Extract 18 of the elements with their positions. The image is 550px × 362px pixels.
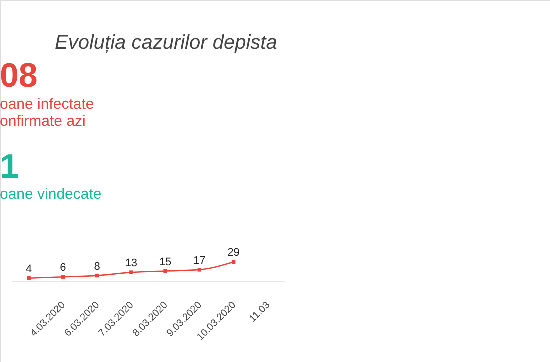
point (61, 275, 66, 279)
data-label: 4 (26, 263, 32, 276)
chart-title: Evoluția cazurilor depista (55, 32, 278, 54)
data-label: 6 (60, 262, 66, 274)
point (27, 276, 31, 280)
data-label: 29 (228, 247, 240, 260)
text: oane vindecate (0, 186, 102, 203)
point (164, 269, 168, 274)
point (130, 270, 134, 274)
data-label: 13 (125, 258, 138, 270)
text: 1 (0, 148, 19, 186)
data-label: 17 (194, 254, 206, 267)
point (198, 268, 202, 272)
text: onfirmate azi (0, 113, 86, 130)
data-label: 15 (159, 256, 172, 268)
data-label: 8 (94, 260, 100, 273)
text: oane infectate (0, 96, 94, 113)
text: 08 (0, 57, 38, 95)
